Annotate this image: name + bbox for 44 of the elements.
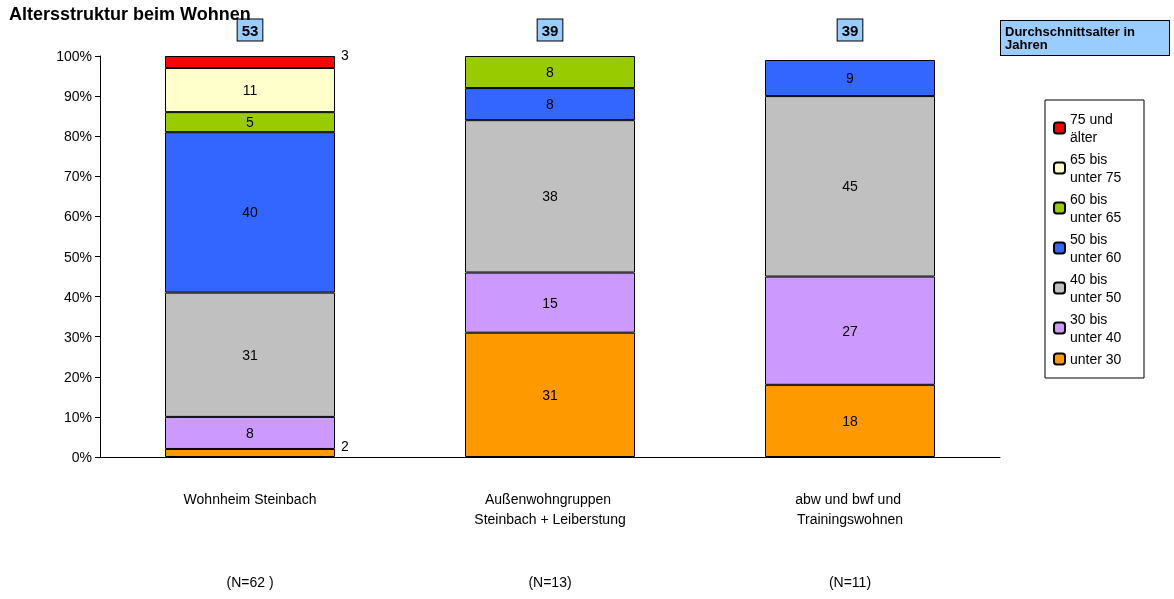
text: 53 xyxy=(241,21,259,39)
y-tick-label: 50% xyxy=(63,248,92,265)
y-tick-label: 60% xyxy=(63,208,92,225)
y-tick-label: 20% xyxy=(63,368,92,385)
data-label: 38 xyxy=(542,188,558,205)
x-tick-label: Außenwohngruppen Steinbach + Leiberstung xyxy=(474,491,626,527)
data-label: 8 xyxy=(546,64,555,81)
text: Durchschnittsalter in Jahren xyxy=(1005,24,1139,52)
data-label: 31 xyxy=(542,386,558,403)
y-tick-label: 90% xyxy=(63,88,92,105)
chart-title: Altersstruktur beim Wohnen xyxy=(9,4,251,24)
x-tick-label: abw und bwf und Trainingswohnen xyxy=(795,491,905,527)
legend-label: unter 30 xyxy=(1070,351,1122,367)
y-tick-label: 10% xyxy=(63,408,92,425)
data-label: 31 xyxy=(242,346,258,363)
text: (N=13) xyxy=(528,574,572,590)
y-tick-label: 30% xyxy=(63,328,92,345)
data-label: 2 xyxy=(341,437,349,454)
data-label: 45 xyxy=(842,178,858,195)
data-label: 27 xyxy=(842,322,858,339)
text: (N=11) xyxy=(828,574,872,590)
data-label: 9 xyxy=(846,70,855,87)
y-tick-label: 40% xyxy=(63,288,92,305)
data-label: 15 xyxy=(542,294,558,311)
data-label: 11 xyxy=(242,82,258,99)
legend-label: 65 bis unter 75 xyxy=(1070,151,1122,185)
legend-label: 50 bis unter 60 xyxy=(1070,231,1122,265)
text: 39 xyxy=(841,21,859,39)
data-label: 8 xyxy=(246,424,255,441)
data-label: 3 xyxy=(341,47,349,64)
y-tick-label: 80% xyxy=(63,128,92,145)
y-tick-label: 100% xyxy=(56,48,92,64)
legend-label: 75 und älter xyxy=(1070,111,1117,145)
legend-label: 40 bis unter 50 xyxy=(1070,271,1122,305)
text: (N=62 ) xyxy=(226,574,274,590)
data-label: 5 xyxy=(246,114,255,131)
data-label: 40 xyxy=(242,204,258,221)
y-tick-label: 70% xyxy=(63,168,92,185)
legend-label: 60 bis unter 65 xyxy=(1070,191,1122,225)
data-label: 8 xyxy=(546,96,555,113)
text: 39 xyxy=(541,21,559,39)
data-label: 18 xyxy=(842,412,858,429)
x-tick-label: Wohnheim Steinbach xyxy=(183,491,317,507)
y-tick-label: 0% xyxy=(71,449,92,465)
